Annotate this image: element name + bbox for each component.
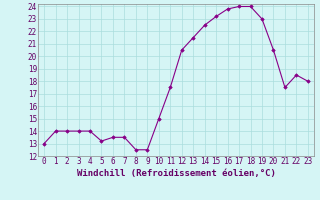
X-axis label: Windchill (Refroidissement éolien,°C): Windchill (Refroidissement éolien,°C) bbox=[76, 169, 276, 178]
